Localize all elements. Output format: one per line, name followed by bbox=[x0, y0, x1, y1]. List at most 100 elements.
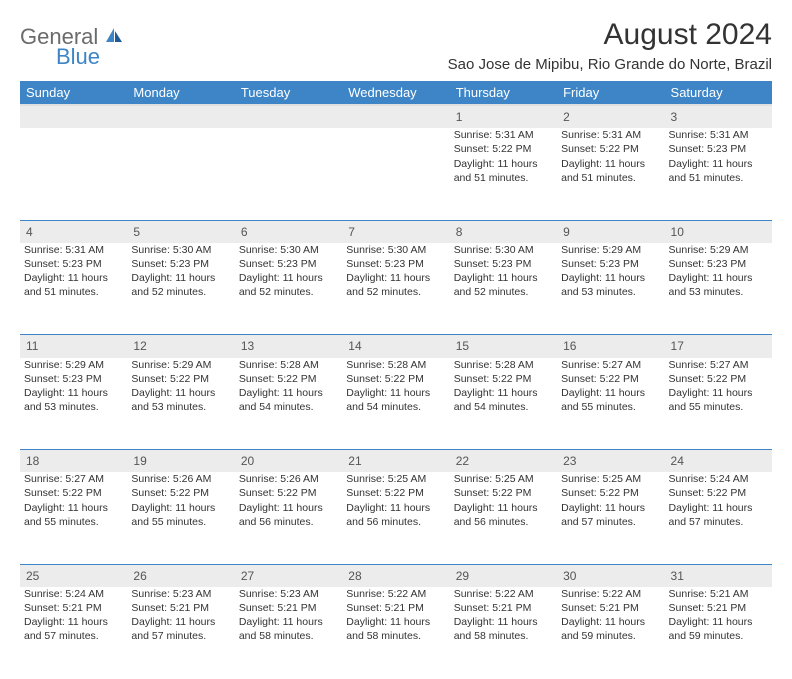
sunset-line: Sunset: 5:23 PM bbox=[239, 257, 338, 271]
day-number-cell bbox=[20, 105, 127, 128]
day-content-cell: Sunrise: 5:21 AMSunset: 5:21 PMDaylight:… bbox=[665, 587, 772, 679]
day-content-row: Sunrise: 5:24 AMSunset: 5:21 PMDaylight:… bbox=[20, 587, 772, 679]
sunrise-line: Sunrise: 5:27 AM bbox=[24, 472, 123, 486]
sunrise-line: Sunrise: 5:26 AM bbox=[239, 472, 338, 486]
daylight-line: Daylight: 11 hours and 55 minutes. bbox=[131, 501, 230, 529]
day-content-cell: Sunrise: 5:22 AMSunset: 5:21 PMDaylight:… bbox=[342, 587, 449, 679]
day-content-cell bbox=[127, 128, 234, 220]
day-number-cell: 7 bbox=[342, 220, 449, 243]
sunset-line: Sunset: 5:22 PM bbox=[24, 486, 123, 500]
daylight-line: Daylight: 11 hours and 53 minutes. bbox=[131, 386, 230, 414]
day-content-cell: Sunrise: 5:25 AMSunset: 5:22 PMDaylight:… bbox=[557, 472, 664, 564]
day-number-cell: 19 bbox=[127, 450, 234, 473]
daylight-line: Daylight: 11 hours and 55 minutes. bbox=[24, 501, 123, 529]
sunrise-line: Sunrise: 5:29 AM bbox=[669, 243, 768, 257]
day-content-cell: Sunrise: 5:31 AMSunset: 5:22 PMDaylight:… bbox=[557, 128, 664, 220]
sunrise-line: Sunrise: 5:31 AM bbox=[561, 128, 660, 142]
sunset-line: Sunset: 5:21 PM bbox=[131, 601, 230, 615]
sunset-line: Sunset: 5:23 PM bbox=[454, 257, 553, 271]
daylight-line: Daylight: 11 hours and 57 minutes. bbox=[669, 501, 768, 529]
sunset-line: Sunset: 5:22 PM bbox=[669, 486, 768, 500]
sunset-line: Sunset: 5:22 PM bbox=[454, 142, 553, 156]
day-content-row: Sunrise: 5:31 AMSunset: 5:22 PMDaylight:… bbox=[20, 128, 772, 220]
day-content-cell: Sunrise: 5:26 AMSunset: 5:22 PMDaylight:… bbox=[127, 472, 234, 564]
day-content-cell: Sunrise: 5:29 AMSunset: 5:23 PMDaylight:… bbox=[665, 243, 772, 335]
daylight-line: Daylight: 11 hours and 56 minutes. bbox=[239, 501, 338, 529]
daylight-line: Daylight: 11 hours and 57 minutes. bbox=[131, 615, 230, 643]
day-content-cell: Sunrise: 5:31 AMSunset: 5:23 PMDaylight:… bbox=[665, 128, 772, 220]
day-number-cell: 27 bbox=[235, 564, 342, 587]
month-title: August 2024 bbox=[448, 18, 772, 52]
sunrise-line: Sunrise: 5:31 AM bbox=[24, 243, 123, 257]
daylight-line: Daylight: 11 hours and 57 minutes. bbox=[24, 615, 123, 643]
day-number-cell: 22 bbox=[450, 450, 557, 473]
day-content-cell bbox=[342, 128, 449, 220]
daylight-line: Daylight: 11 hours and 52 minutes. bbox=[346, 271, 445, 299]
day-content-row: Sunrise: 5:27 AMSunset: 5:22 PMDaylight:… bbox=[20, 472, 772, 564]
day-number-row: 18192021222324 bbox=[20, 450, 772, 473]
sunset-line: Sunset: 5:22 PM bbox=[561, 486, 660, 500]
daylight-line: Daylight: 11 hours and 51 minutes. bbox=[669, 157, 768, 185]
day-number-row: 123 bbox=[20, 105, 772, 128]
sunset-line: Sunset: 5:21 PM bbox=[561, 601, 660, 615]
sunset-line: Sunset: 5:22 PM bbox=[131, 372, 230, 386]
daylight-line: Daylight: 11 hours and 59 minutes. bbox=[669, 615, 768, 643]
daylight-line: Daylight: 11 hours and 58 minutes. bbox=[239, 615, 338, 643]
sunrise-line: Sunrise: 5:28 AM bbox=[239, 358, 338, 372]
sunrise-line: Sunrise: 5:31 AM bbox=[669, 128, 768, 142]
day-content-cell: Sunrise: 5:24 AMSunset: 5:22 PMDaylight:… bbox=[665, 472, 772, 564]
weekday-header: Tuesday bbox=[235, 81, 342, 105]
daylight-line: Daylight: 11 hours and 56 minutes. bbox=[454, 501, 553, 529]
location-subtitle: Sao Jose de Mipibu, Rio Grande do Norte,… bbox=[448, 56, 772, 73]
sunset-line: Sunset: 5:23 PM bbox=[131, 257, 230, 271]
day-number-cell: 28 bbox=[342, 564, 449, 587]
daylight-line: Daylight: 11 hours and 53 minutes. bbox=[669, 271, 768, 299]
day-number-cell: 2 bbox=[557, 105, 664, 128]
daylight-line: Daylight: 11 hours and 59 minutes. bbox=[561, 615, 660, 643]
day-content-cell: Sunrise: 5:30 AMSunset: 5:23 PMDaylight:… bbox=[342, 243, 449, 335]
sunset-line: Sunset: 5:22 PM bbox=[346, 486, 445, 500]
day-number-cell: 6 bbox=[235, 220, 342, 243]
sunset-line: Sunset: 5:22 PM bbox=[239, 486, 338, 500]
day-number-cell bbox=[235, 105, 342, 128]
day-content-cell: Sunrise: 5:29 AMSunset: 5:23 PMDaylight:… bbox=[20, 358, 127, 450]
sunset-line: Sunset: 5:23 PM bbox=[24, 257, 123, 271]
day-content-cell: Sunrise: 5:31 AMSunset: 5:22 PMDaylight:… bbox=[450, 128, 557, 220]
day-number-cell: 21 bbox=[342, 450, 449, 473]
sunrise-line: Sunrise: 5:25 AM bbox=[561, 472, 660, 486]
day-content-cell: Sunrise: 5:30 AMSunset: 5:23 PMDaylight:… bbox=[450, 243, 557, 335]
sunset-line: Sunset: 5:23 PM bbox=[669, 142, 768, 156]
daylight-line: Daylight: 11 hours and 57 minutes. bbox=[561, 501, 660, 529]
sunset-line: Sunset: 5:21 PM bbox=[24, 601, 123, 615]
day-number-cell: 17 bbox=[665, 335, 772, 358]
day-content-cell: Sunrise: 5:22 AMSunset: 5:21 PMDaylight:… bbox=[450, 587, 557, 679]
daylight-line: Daylight: 11 hours and 54 minutes. bbox=[239, 386, 338, 414]
day-content-cell: Sunrise: 5:29 AMSunset: 5:23 PMDaylight:… bbox=[557, 243, 664, 335]
day-number-cell: 16 bbox=[557, 335, 664, 358]
sunset-line: Sunset: 5:21 PM bbox=[239, 601, 338, 615]
day-content-cell: Sunrise: 5:27 AMSunset: 5:22 PMDaylight:… bbox=[557, 358, 664, 450]
day-number-cell: 23 bbox=[557, 450, 664, 473]
sunrise-line: Sunrise: 5:25 AM bbox=[454, 472, 553, 486]
sunrise-line: Sunrise: 5:31 AM bbox=[454, 128, 553, 142]
day-number-cell: 26 bbox=[127, 564, 234, 587]
day-content-cell: Sunrise: 5:24 AMSunset: 5:21 PMDaylight:… bbox=[20, 587, 127, 679]
day-content-cell: Sunrise: 5:31 AMSunset: 5:23 PMDaylight:… bbox=[20, 243, 127, 335]
sunset-line: Sunset: 5:22 PM bbox=[561, 142, 660, 156]
daylight-line: Daylight: 11 hours and 52 minutes. bbox=[239, 271, 338, 299]
sunrise-line: Sunrise: 5:24 AM bbox=[669, 472, 768, 486]
day-number-cell: 14 bbox=[342, 335, 449, 358]
sunrise-line: Sunrise: 5:30 AM bbox=[131, 243, 230, 257]
day-number-row: 11121314151617 bbox=[20, 335, 772, 358]
day-number-cell: 11 bbox=[20, 335, 127, 358]
day-content-cell: Sunrise: 5:25 AMSunset: 5:22 PMDaylight:… bbox=[450, 472, 557, 564]
day-content-cell: Sunrise: 5:30 AMSunset: 5:23 PMDaylight:… bbox=[235, 243, 342, 335]
sunrise-line: Sunrise: 5:22 AM bbox=[346, 587, 445, 601]
day-number-cell: 1 bbox=[450, 105, 557, 128]
sunset-line: Sunset: 5:22 PM bbox=[131, 486, 230, 500]
sunrise-line: Sunrise: 5:29 AM bbox=[131, 358, 230, 372]
daylight-line: Daylight: 11 hours and 51 minutes. bbox=[561, 157, 660, 185]
daylight-line: Daylight: 11 hours and 58 minutes. bbox=[346, 615, 445, 643]
day-number-cell: 24 bbox=[665, 450, 772, 473]
day-number-cell: 9 bbox=[557, 220, 664, 243]
